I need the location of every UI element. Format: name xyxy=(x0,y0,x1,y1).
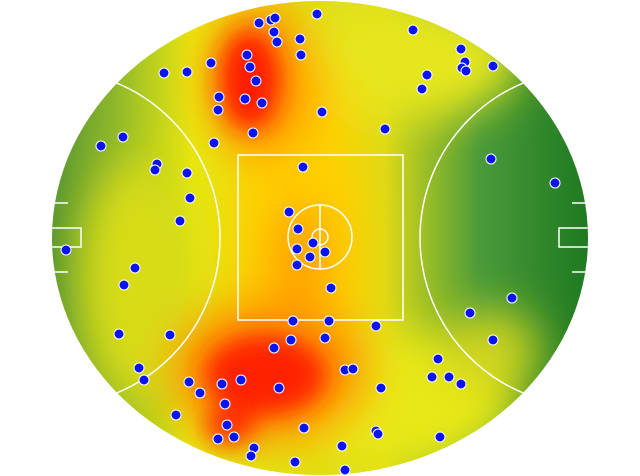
point xyxy=(487,60,499,72)
point xyxy=(174,215,186,227)
point xyxy=(506,292,518,304)
point xyxy=(212,433,224,445)
point xyxy=(133,362,145,374)
point xyxy=(485,153,497,165)
point xyxy=(194,387,206,399)
point xyxy=(149,164,161,176)
point xyxy=(271,36,283,48)
point xyxy=(549,177,561,189)
point xyxy=(292,223,304,235)
point xyxy=(464,307,476,319)
point xyxy=(213,91,225,103)
point xyxy=(283,206,295,218)
point xyxy=(285,334,297,346)
point xyxy=(247,127,259,139)
point xyxy=(117,131,129,143)
point xyxy=(219,398,231,410)
point xyxy=(273,382,285,394)
point xyxy=(307,237,319,249)
point xyxy=(268,26,280,38)
point xyxy=(460,65,472,77)
point xyxy=(311,8,323,20)
point xyxy=(129,262,141,274)
point xyxy=(370,320,382,332)
point xyxy=(170,409,182,421)
point xyxy=(244,61,256,73)
point xyxy=(339,464,351,476)
point xyxy=(250,75,262,87)
point xyxy=(443,371,455,383)
point xyxy=(164,329,176,341)
point xyxy=(426,371,438,383)
point xyxy=(319,332,331,344)
point xyxy=(241,49,253,61)
point xyxy=(184,192,196,204)
point xyxy=(298,422,310,434)
point xyxy=(113,328,125,340)
point xyxy=(205,57,217,69)
point xyxy=(235,374,247,386)
point xyxy=(181,167,193,179)
point xyxy=(316,106,328,118)
point xyxy=(208,137,220,149)
point xyxy=(212,104,224,116)
point xyxy=(256,97,268,109)
point xyxy=(289,456,301,468)
point xyxy=(487,334,499,346)
point xyxy=(416,83,428,95)
point xyxy=(379,123,391,135)
point xyxy=(325,282,337,294)
point xyxy=(228,431,240,443)
point xyxy=(253,17,265,29)
point xyxy=(291,259,303,271)
point xyxy=(245,450,257,462)
point xyxy=(421,69,433,81)
point xyxy=(375,382,387,394)
point xyxy=(336,440,348,452)
point xyxy=(323,315,335,327)
point xyxy=(432,353,444,365)
point xyxy=(269,12,281,24)
point xyxy=(455,43,467,55)
point xyxy=(347,363,359,375)
point xyxy=(158,67,170,79)
point xyxy=(60,244,72,256)
point xyxy=(216,378,228,390)
point xyxy=(294,33,306,45)
point xyxy=(319,246,331,258)
point xyxy=(434,431,446,443)
point xyxy=(372,428,384,440)
point xyxy=(239,93,251,105)
point xyxy=(138,374,150,386)
point xyxy=(95,140,107,152)
point xyxy=(455,378,467,390)
point xyxy=(181,66,193,78)
point xyxy=(287,315,299,327)
point xyxy=(268,342,280,354)
point xyxy=(118,279,130,291)
point xyxy=(291,243,303,255)
point xyxy=(304,251,316,263)
point xyxy=(221,419,233,431)
point xyxy=(183,376,195,388)
point xyxy=(407,24,419,36)
point xyxy=(297,161,309,173)
point xyxy=(295,49,307,61)
